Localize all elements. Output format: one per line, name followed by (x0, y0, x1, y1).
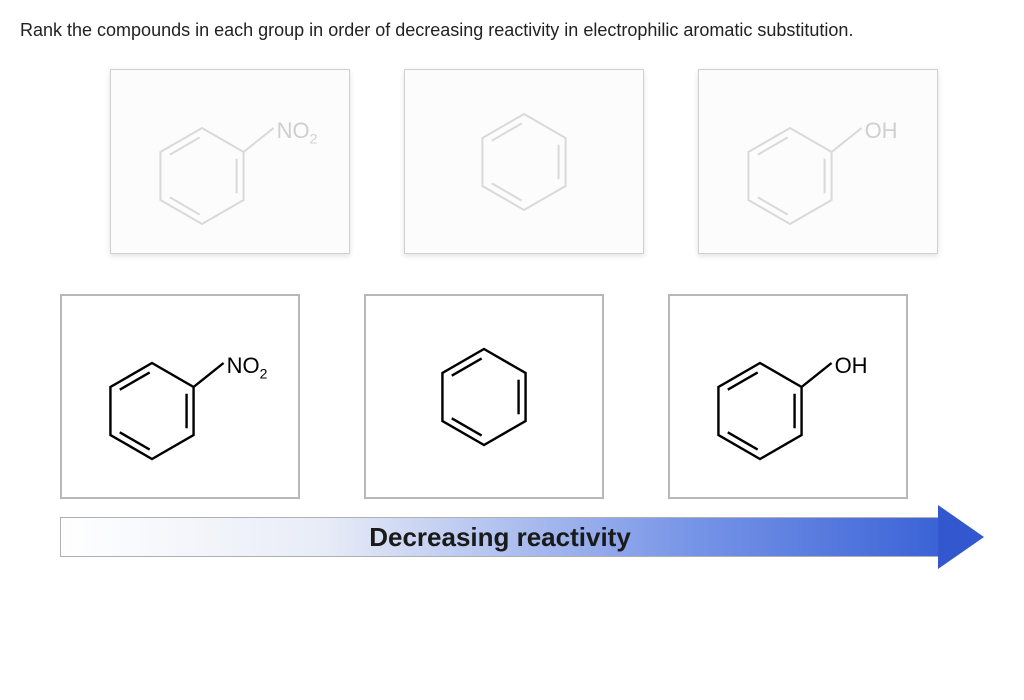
answer-row: NO2 OH (20, 294, 1004, 499)
arrow-body: Decreasing reactivity (60, 517, 940, 557)
arrow-head-icon (938, 505, 984, 569)
source-card-benzene[interactable] (404, 69, 644, 254)
source-card-nitrobenzene[interactable]: NO2 (110, 69, 350, 254)
source-card-phenol[interactable]: OH (698, 69, 938, 254)
answer-slot-1[interactable]: NO2 (60, 294, 300, 499)
source-row: NO2 OH (20, 69, 1004, 254)
reactivity-arrow: Decreasing reactivity (60, 507, 1000, 567)
answer-slot-2[interactable] (364, 294, 604, 499)
phenol-label: OH (865, 118, 898, 144)
nitrobenzene-label: NO2 (277, 118, 318, 146)
phenol-label: OH (835, 353, 868, 379)
arrow-label: Decreasing reactivity (369, 522, 631, 553)
question-text: Rank the compounds in each group in orde… (20, 20, 1004, 41)
answer-slot-3[interactable]: OH (668, 294, 908, 499)
nitrobenzene-label: NO2 (227, 353, 268, 381)
